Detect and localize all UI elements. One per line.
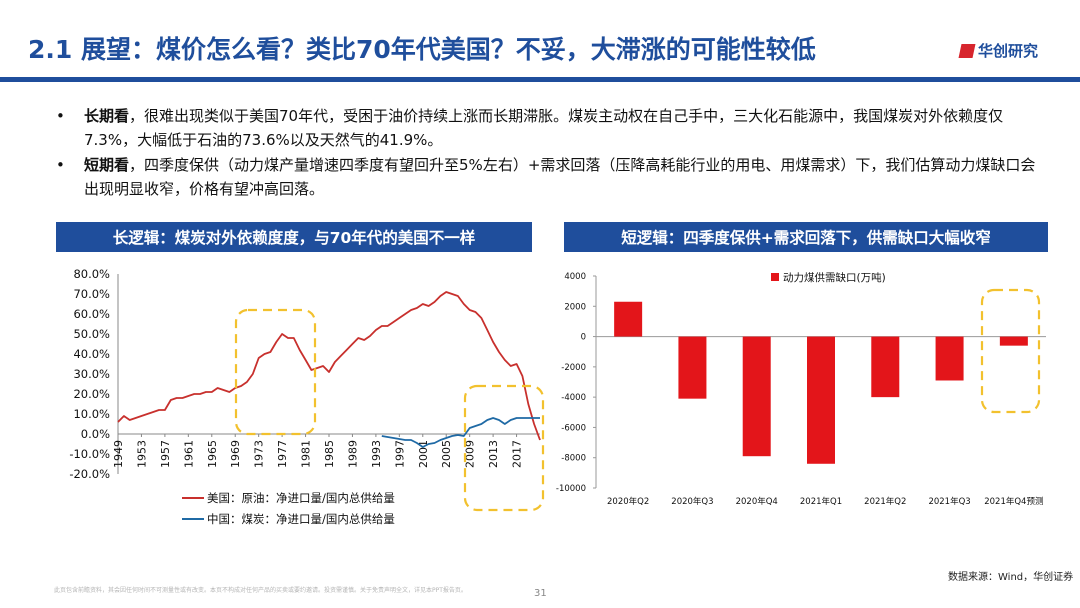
y-tick-label: -10000 [556,484,586,494]
y-tick-label: 2000 [564,302,586,312]
bar [678,336,707,399]
legend-label-gap: 动力煤供需缺口(万吨) [783,271,886,284]
brand-logo: 华创研究 [958,40,1039,61]
y-tick-label: 20.0% [73,387,110,401]
y-tick-label: 60.0% [73,307,110,321]
y-tick-label: 0.0% [81,427,110,441]
legend-label-us-oil: 美国：原油：净进口量/国内总供给量 [207,491,395,505]
x-tick-label: 1993 [370,440,383,468]
x-tick-label: 1965 [206,440,219,468]
y-tick-label: 80.0% [73,267,110,281]
category-label: 2021年Q3 [928,496,970,507]
category-label: 2020年Q3 [671,496,713,507]
bullet-marker: • [56,156,65,174]
bullet-text: ，四季度保供（动力煤产量增速四季度有望回升至5%左右）+需求回落（压降高耗能行业… [84,156,1036,198]
header-rule [0,77,1080,82]
page-title: 2.1 展望：煤价怎么看？类比70年代美国？不妥，大滞涨的可能性较低 [28,35,816,64]
bullet-long-term: • 长期看，很难出现类似于美国70年代，受困于油价持续上涨而长期滞胀。煤炭主动权… [56,104,1046,152]
y-tick-label: -10.0% [69,447,110,461]
y-tick-label: 70.0% [73,287,110,301]
y-tick-label: -4000 [561,393,586,403]
y-tick-label: 4000 [564,272,586,282]
highlight-box-forecast [980,288,1041,414]
bullet-short-term: • 短期看，四季度保供（动力煤产量增速四季度有望回升至5%左右）+需求回落（压降… [56,153,1046,201]
bar [999,336,1028,346]
x-tick-label: 2009 [464,440,477,468]
y-tick-label: 40.0% [73,347,110,361]
highlight-box-1970s [234,308,317,436]
y-tick-label: -6000 [561,423,586,433]
legend-label-cn-coal: 中国：煤炭：净进口量/国内总供给量 [207,512,395,526]
right-chart-banner: 短逻辑：四季度保供+需求回落下，供需缺口大幅收窄 [564,222,1048,252]
bar [871,336,900,398]
cn-coal-series-line [381,417,540,448]
y-tick-label: 10.0% [73,407,110,421]
x-tick-label: 1961 [182,440,195,468]
category-label: 2021年Q2 [864,496,906,507]
x-tick-label: 1973 [253,440,266,468]
bullet-marker: • [56,107,65,125]
disclaimer: 此页包含前瞻资料，其会因任何时间不可测量性或有改变。本页不构成对任何产品的买卖或… [54,587,467,594]
bar [614,301,643,337]
bar [742,336,771,457]
dependence-line-chart: 80.0% 70.0% 60.0% 50.0% 40.0% 30.0% 20.0% 10.0%… [69,267,545,526]
data-source: 数据来源：Wind，华创证券 [948,572,1074,583]
us-oil-series-line [117,291,541,441]
y-tick-label: 0 [581,333,586,343]
category-label: 2020年Q4 [736,496,778,507]
highlight-box-recent [463,384,545,512]
coal-gap-bar-chart: 4000 2000 0 -2000 -4000 -6000 -8000 -10000 2020… [556,271,1046,507]
category-label: 2021年Q1 [800,496,842,507]
line-legend: 美国：原油：净进口量/国内总供给量 中国：煤炭：净进口量/国内总供给量 [182,491,395,526]
x-tick-label: 1997 [393,440,406,468]
y-tick-label: 50.0% [73,327,110,341]
legend-swatch-gap [771,273,779,281]
x-tick-label: 1953 [135,440,148,468]
logo-text: 华创研究 [978,42,1039,60]
bullet-text: ，很难出现类似于美国70年代，受困于油价持续上涨而长期滞胀。煤炭主动权在自己手中… [84,107,1004,149]
x-tick-label: 1969 [229,440,242,468]
bar-legend: 动力煤供需缺口(万吨) [771,271,886,284]
logo-icon [958,43,976,58]
left-chart-banner: 长逻辑：煤炭对外依赖度度，与70年代的美国不一样 [56,222,532,252]
bar [807,336,835,464]
y-tick-label: -20.0% [69,467,110,481]
x-tick-label: 1989 [346,440,359,468]
y-tick-label: 30.0% [73,367,110,381]
y-tick-label: -2000 [561,363,586,373]
x-tick-label: 1949 [112,440,125,468]
bullet-list: • 长期看，很难出现类似于美国70年代，受困于油价持续上涨而长期滞胀。煤炭主动权… [56,104,1046,202]
x-tick-label: 1957 [159,440,172,468]
bullet-lead: 短期看 [84,156,130,174]
x-tick-label: 1977 [276,440,289,468]
x-tick-label: 2017 [511,440,524,468]
x-tick-label: 1985 [323,440,336,468]
page-number: 31 [534,588,547,599]
bar [935,336,964,381]
x-tick-label: 2001 [417,440,430,468]
category-label: 2021年Q4预测 [984,496,1043,507]
category-label: 2020年Q2 [607,496,649,507]
bullet-lead: 长期看 [84,107,130,125]
x-tick-label: 1981 [300,440,313,468]
y-tick-label: -8000 [561,454,586,464]
x-tick-label: 2005 [440,440,453,468]
x-tick-label: 2013 [487,440,500,468]
